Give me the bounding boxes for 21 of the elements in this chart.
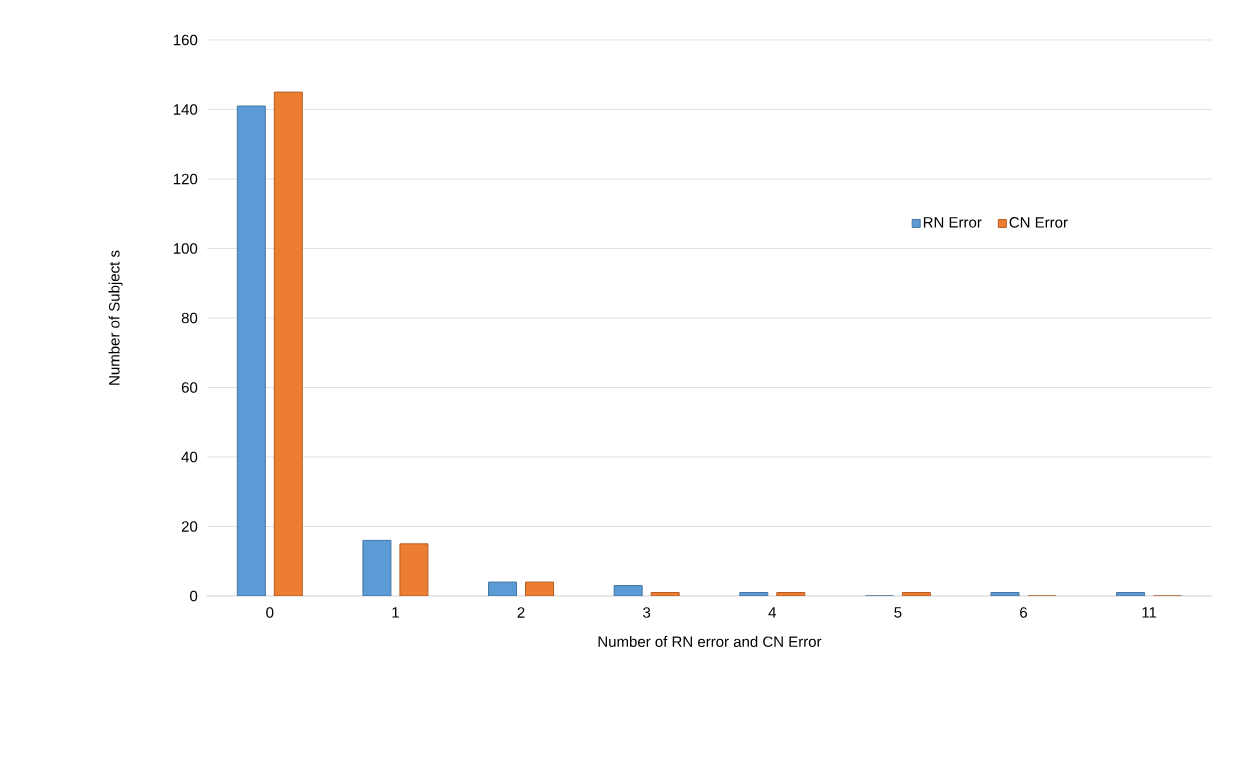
y-tick-label: 80 [181,312,198,324]
y-axis-title: Number of Subject s [108,250,123,385]
x-tick-label: 4 [768,607,776,618]
x-tick-label: 0 [266,607,274,618]
x-tick-label: 5 [894,607,902,618]
x-tick-label: 11 [1142,607,1157,618]
x-tick-label: 1 [392,607,399,618]
y-tick-label: 0 [190,590,198,602]
x-tick-label: 2 [517,607,525,618]
y-tick-label: 160 [173,34,198,46]
y-tick-label: 20 [181,521,198,532]
x-tick-label: 6 [1020,607,1028,618]
y-tick-label: 40 [181,451,198,463]
y-tick-label: 120 [173,173,198,185]
x-axis-title: Number of RN error and CN Error [598,636,822,648]
x-tick-label: 3 [643,607,651,618]
y-tick-label: 60 [181,382,198,393]
legend-label: RN Error [923,217,982,228]
legend-label: CN Error [1009,217,1068,228]
y-tick-label: 100 [173,243,198,254]
y-tick-label: 140 [173,104,198,115]
